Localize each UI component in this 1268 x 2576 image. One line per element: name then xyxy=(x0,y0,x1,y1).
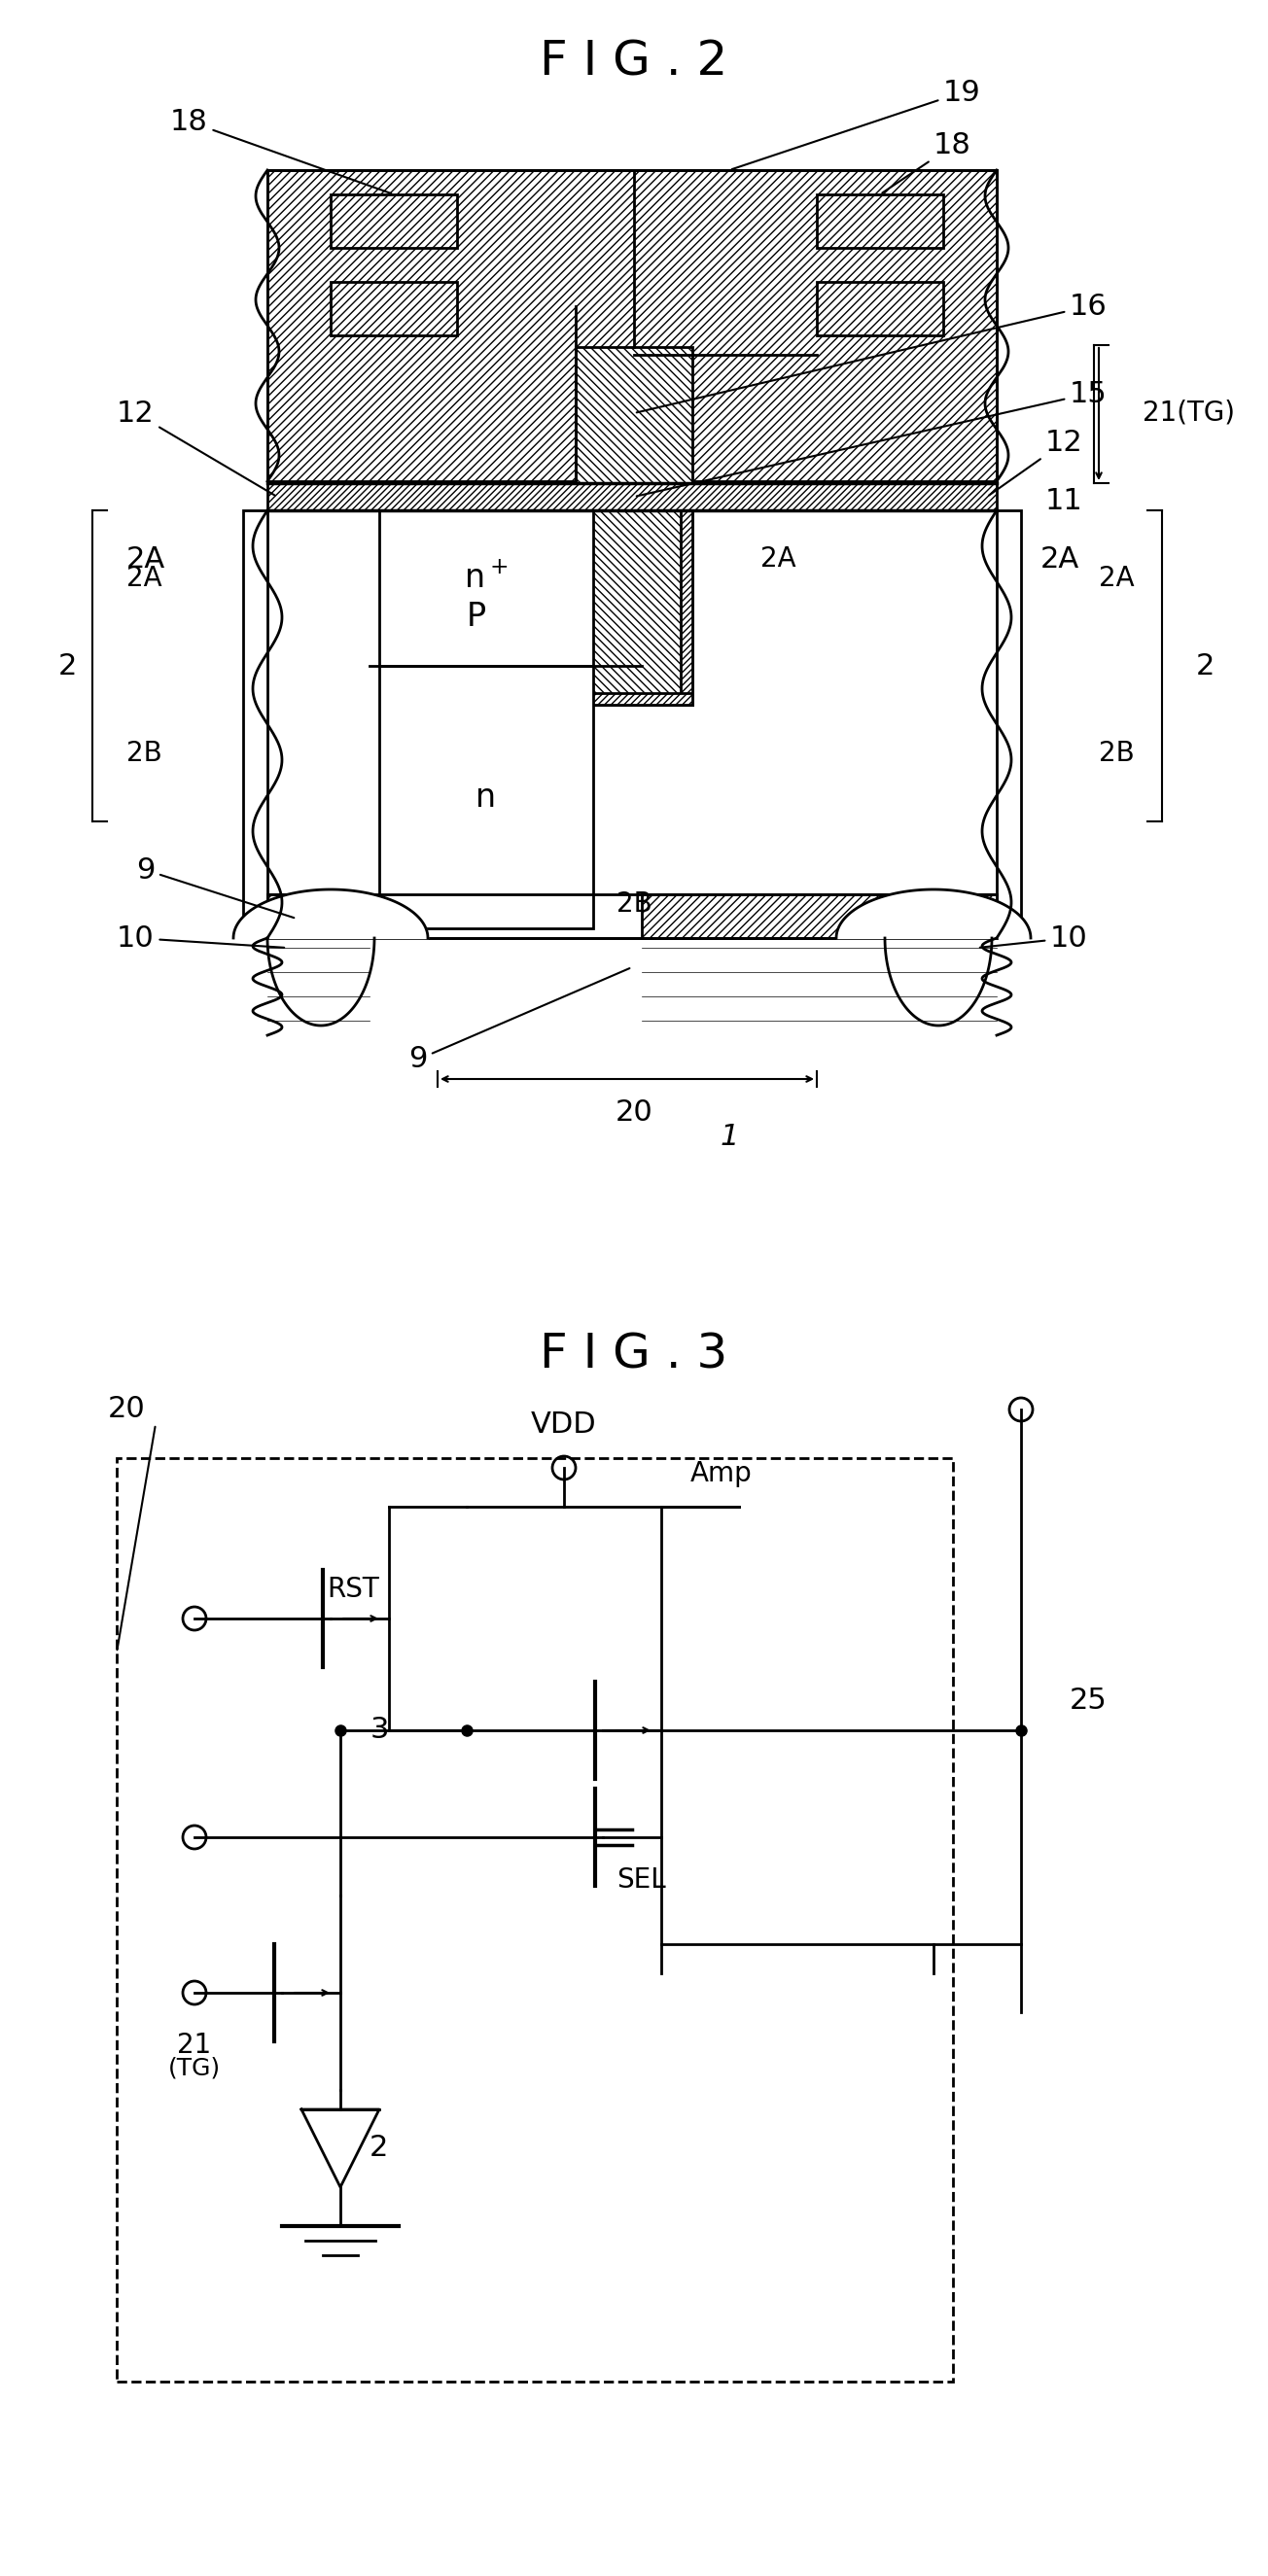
Text: $\mathregular{n^+}$: $\mathregular{n^+}$ xyxy=(464,562,508,595)
Text: 21(TG): 21(TG) xyxy=(1142,399,1235,428)
Text: 2A: 2A xyxy=(1099,564,1135,592)
Bar xyxy=(642,894,997,938)
Text: RST: RST xyxy=(327,1577,379,1602)
Text: P: P xyxy=(467,600,486,634)
Text: 9: 9 xyxy=(408,969,630,1074)
Text: 19: 19 xyxy=(732,77,981,170)
Bar xyxy=(576,693,692,706)
Text: 9: 9 xyxy=(136,855,294,917)
Bar xyxy=(681,510,692,706)
Bar xyxy=(817,281,943,335)
Text: 2A: 2A xyxy=(127,564,162,592)
Text: 2A: 2A xyxy=(127,546,166,572)
Text: 2: 2 xyxy=(369,2133,388,2161)
Text: 12: 12 xyxy=(989,428,1083,495)
Bar xyxy=(331,281,456,335)
Text: (TG): (TG) xyxy=(169,2056,221,2079)
Bar xyxy=(379,510,593,665)
Bar xyxy=(268,484,997,510)
Text: Amp: Amp xyxy=(690,1461,752,1486)
Bar xyxy=(268,894,369,938)
Bar xyxy=(268,170,997,482)
Bar xyxy=(576,510,692,706)
Text: 20: 20 xyxy=(108,1396,146,1425)
Bar xyxy=(576,348,692,484)
Text: 2B: 2B xyxy=(616,891,652,917)
Text: 2A: 2A xyxy=(760,546,796,572)
Text: 1: 1 xyxy=(720,1123,739,1151)
Text: 11: 11 xyxy=(1045,487,1083,515)
Text: SEL: SEL xyxy=(618,1868,667,1893)
Text: 20: 20 xyxy=(615,1097,653,1126)
Bar xyxy=(331,193,456,247)
Text: 25: 25 xyxy=(1070,1687,1107,1716)
Bar xyxy=(817,193,943,247)
Text: 3: 3 xyxy=(370,1716,389,1744)
Text: F I G . 3: F I G . 3 xyxy=(540,1332,728,1378)
Text: 2: 2 xyxy=(58,652,77,680)
Bar xyxy=(243,510,1021,927)
Bar xyxy=(268,510,997,938)
Text: n: n xyxy=(476,781,497,814)
Text: 10: 10 xyxy=(117,925,284,953)
Text: 15: 15 xyxy=(637,379,1107,497)
Text: 2: 2 xyxy=(1196,652,1215,680)
Text: 18: 18 xyxy=(170,108,392,193)
Text: VDD: VDD xyxy=(531,1412,597,1437)
Text: 18: 18 xyxy=(883,131,971,193)
Text: 2A: 2A xyxy=(1041,546,1079,572)
Text: 2B: 2B xyxy=(1099,739,1135,768)
Text: 21: 21 xyxy=(178,2032,212,2058)
Bar xyxy=(379,665,593,927)
Text: F I G . 2: F I G . 2 xyxy=(540,39,728,85)
Text: 10: 10 xyxy=(980,925,1088,953)
Text: 16: 16 xyxy=(637,291,1107,412)
Text: 12: 12 xyxy=(117,399,275,495)
Text: 2B: 2B xyxy=(127,739,162,768)
Bar xyxy=(576,510,587,706)
